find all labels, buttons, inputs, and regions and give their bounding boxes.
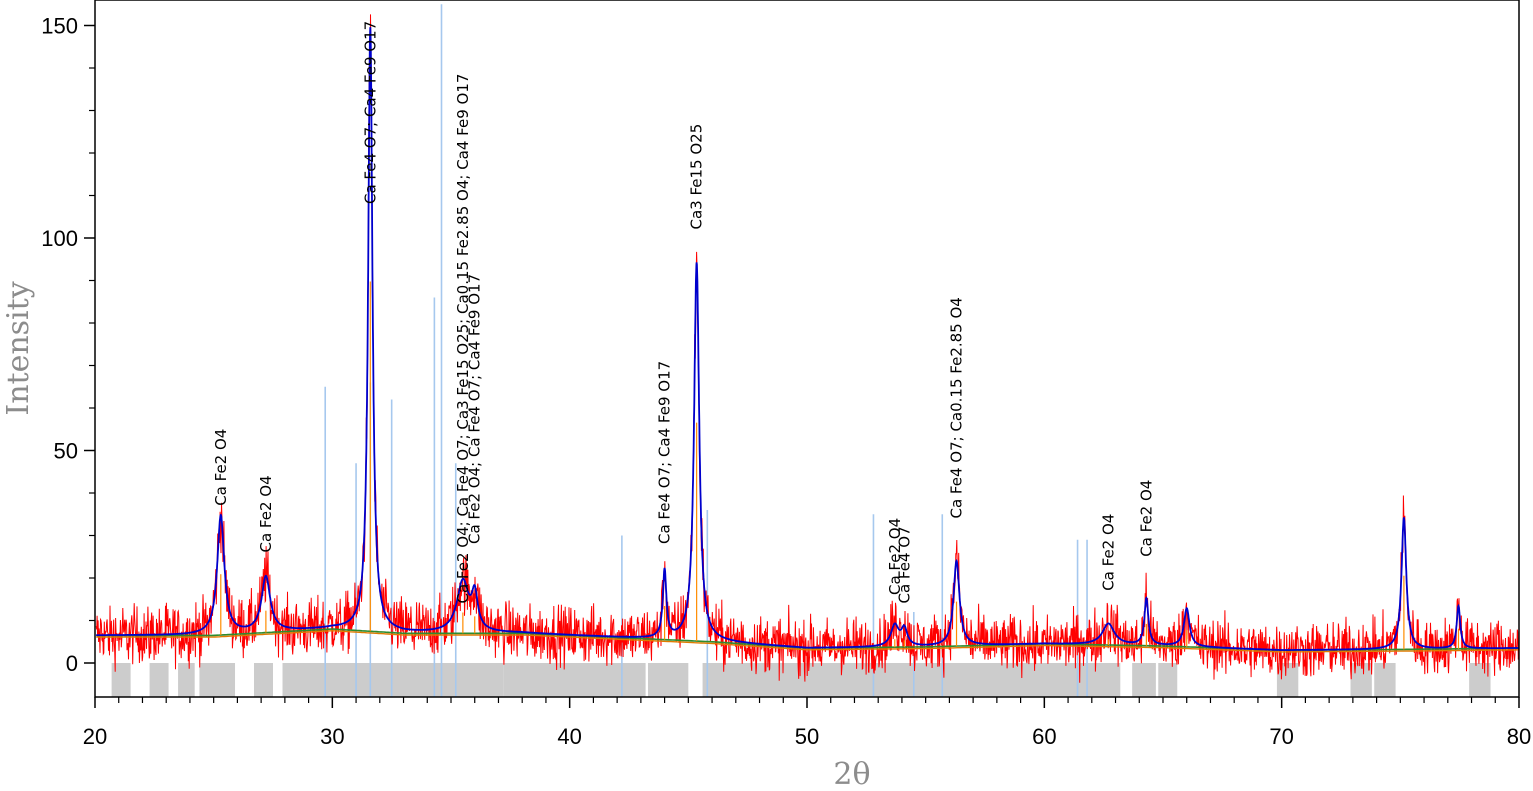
y-tick-label: 0 <box>66 651 78 676</box>
excluded-region <box>254 663 273 697</box>
x-tick-label: 80 <box>1507 724 1531 749</box>
x-tick-label: 30 <box>320 724 344 749</box>
excluded-region <box>1350 663 1372 697</box>
peak-annotation: Ca Fe2 O4 <box>212 429 230 506</box>
excluded-region <box>111 663 131 697</box>
x-tick-label: 40 <box>557 724 581 749</box>
peak-annotation: Ca Fe2 O4 <box>1099 514 1117 591</box>
y-tick-label: 150 <box>41 14 78 39</box>
excluded-region <box>199 663 236 697</box>
excluded-region <box>1469 663 1491 697</box>
x-tick-label: 50 <box>795 724 819 749</box>
excluded-region <box>178 663 195 697</box>
peak-annotation: Ca3 Fe15 O25 <box>688 124 706 230</box>
peak-annotation: Ca Fe4 O7; Ca0.15 Fe2.85 O4 <box>948 297 966 518</box>
peak-annotation: Ca Fe2 O4 <box>886 518 904 595</box>
y-axis-title: Intensity <box>1 281 36 415</box>
plot-frame <box>94 0 1520 698</box>
excluded-region <box>282 663 504 697</box>
excluded-regions <box>111 663 1491 697</box>
peak-annotation: Ca Fe2 O4; Ca Fe4 O7; Ca3 Fe15 O25; Ca0.… <box>454 74 472 604</box>
peak-position-ticks <box>220 281 1460 650</box>
excluded-region <box>1276 663 1299 697</box>
background-alt-series <box>96 630 1518 653</box>
x-axis-title: 2θ <box>833 757 870 791</box>
calculated-series <box>96 27 1519 651</box>
observed-series <box>95 14 1519 683</box>
excluded-region <box>1132 663 1156 697</box>
excluded-region <box>503 663 646 697</box>
peak-annotation: Ca Fe2 O4 <box>257 475 275 552</box>
excluded-region <box>1158 663 1178 697</box>
data-series <box>95 14 1519 683</box>
y-tick-label: 50 <box>54 439 78 464</box>
excluded-region <box>149 663 169 697</box>
peak-annotations: Ca Fe2 O4 Ca Fe2 O4 Ca Fe4 O7; Ca4 Fe9 O17… <box>212 21 1156 604</box>
x-tick-label: 20 <box>83 724 107 749</box>
axes: 20 30 40 50 60 70 80 0 50 100 150 <box>41 14 1531 750</box>
excluded-region <box>702 663 1121 697</box>
x-tick-label: 60 <box>1032 724 1056 749</box>
peak-annotation: Ca Fe2 O4; Ca Fe4 O7; Ca4 Fe9 O17 <box>466 274 484 544</box>
peak-annotation: Ca Fe2 O4 <box>1137 480 1155 557</box>
excluded-region <box>1374 663 1396 697</box>
peak-annotation: Ca Fe4 O7; Ca4 Fe9 O17 <box>656 361 674 544</box>
y-tick-label: 100 <box>41 226 78 251</box>
reference-lines <box>324 4 1088 697</box>
excluded-region <box>647 663 689 697</box>
peak-annotation: Ca Fe4 O7 <box>895 526 913 603</box>
x-tick-label: 70 <box>1269 724 1293 749</box>
peak-annotation: Ca Fe4 O7; Ca4 Fe9 O17 <box>361 21 379 204</box>
